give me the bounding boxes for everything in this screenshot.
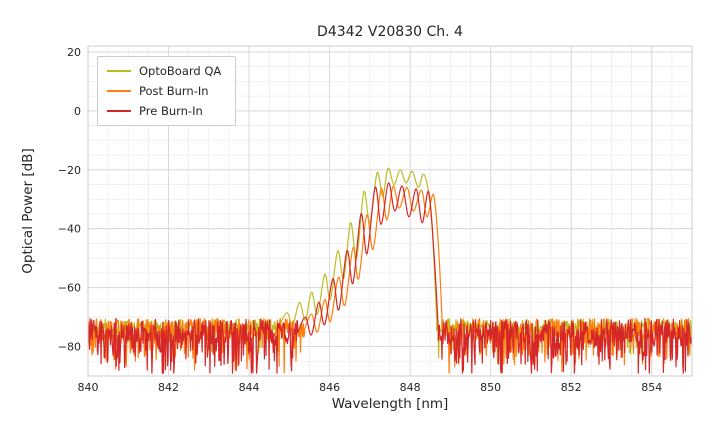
y-tick-label: 0 [74,105,81,118]
legend-item: OptoBoard QA [107,64,221,78]
y-tick-label: −60 [58,282,81,295]
legend-item: Post Burn-In [107,84,221,98]
legend-line-swatch [107,90,131,92]
x-tick-label: 854 [641,381,662,394]
series-line-pre-burn-in [88,182,692,374]
legend-line-swatch [107,110,131,112]
y-axis-label: Optical Power [dB] [20,148,36,274]
legend-label: Post Burn-In [139,84,209,98]
y-tick-label: −20 [58,164,81,177]
x-tick-label: 842 [158,381,179,394]
legend-item: Pre Burn-In [107,104,221,118]
x-tick-label: 846 [319,381,340,394]
legend-label: OptoBoard QA [139,64,222,78]
y-tick-label: 20 [67,46,81,59]
x-tick-label: 852 [561,381,582,394]
legend-label: Pre Burn-In [139,104,203,118]
x-axis-label: Wavelength [nm] [331,396,449,412]
legend-line-swatch [107,70,131,72]
x-tick-label: 840 [78,381,99,394]
x-tick-label: 850 [480,381,501,394]
y-tick-label: −80 [58,341,81,354]
chart-title: D4342 V20830 Ch. 4 [317,24,463,40]
y-tick-label: −40 [58,223,81,236]
x-tick-label: 844 [239,381,260,394]
x-tick-label: 848 [400,381,421,394]
legend: OptoBoard QA Post Burn-In Pre Burn-In [97,56,237,126]
